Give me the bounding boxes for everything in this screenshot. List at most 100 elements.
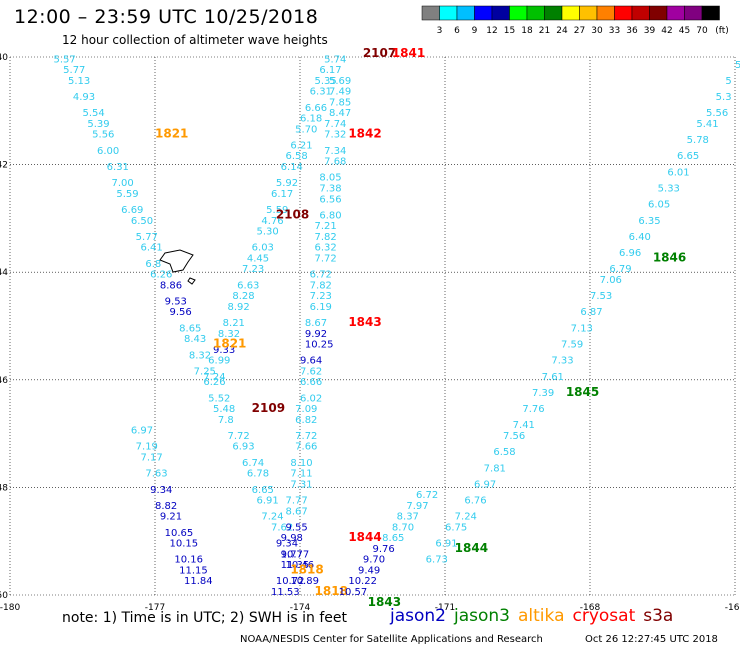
swh-data-point: 9.92	[305, 329, 327, 340]
colorbar-tick-label: 9	[472, 26, 478, 36]
island-outline	[187, 277, 196, 285]
swh-data-point: 8.67	[286, 506, 308, 517]
swh-data-point: 6.79	[609, 264, 631, 275]
swh-data-point: 7.23	[242, 264, 264, 275]
swh-data-point: 8.65	[179, 323, 201, 334]
swh-data-point: 6.8	[145, 259, 161, 270]
swh-data-point: 9.49	[358, 565, 380, 576]
swh-data-point: 7.39	[532, 388, 554, 399]
swh-data-point: 7.41	[513, 420, 535, 431]
colorbar-tick-label: 45	[679, 26, 690, 36]
swh-data-point: 9.70	[363, 555, 385, 566]
swh-data-point: 5	[735, 60, 740, 71]
swh-data-point: 8.70	[392, 522, 414, 533]
swh-data-point: 5.33	[658, 184, 680, 195]
swh-data-point: 5.39	[87, 119, 109, 130]
swh-data-point: 5.54	[83, 108, 105, 119]
swh-data-point: 6.35	[638, 216, 660, 227]
swh-data-point: 7.49	[329, 87, 351, 98]
swh-data-point: 6.93	[232, 442, 254, 453]
swh-data-point: 5	[725, 76, 731, 87]
colorbar-tick-label: 27	[574, 26, 585, 36]
legend-entry-altika: altika	[518, 606, 565, 626]
swh-data-point: 6.17	[319, 65, 341, 76]
swh-data-point: 8.86	[160, 280, 182, 291]
swh-data-point: 7.09	[295, 404, 317, 415]
swh-data-point: 7.32	[324, 130, 346, 141]
swh-data-point: 6.69	[121, 205, 143, 216]
chart-title: 12:00 – 23:59 UTC 10/25/2018	[14, 6, 319, 28]
swh-data-point: 6.96	[619, 248, 641, 259]
swh-data-point: 8.47	[329, 108, 351, 119]
swh-data-point: 8.05	[319, 173, 341, 184]
legend-entry-s3a: s3a	[643, 606, 674, 626]
island-outline	[159, 249, 194, 273]
swh-data-point: 9.77	[281, 549, 303, 560]
swh-data-point: 7.59	[561, 340, 583, 351]
swh-data-point: 10.57	[339, 587, 368, 598]
swh-data-point: 7.19	[136, 442, 158, 453]
swh-data-point: 10.65	[165, 528, 194, 539]
swh-data-point: 6.02	[300, 393, 322, 404]
swh-data-point: 6.21	[290, 140, 312, 151]
swh-data-point: 6.97	[474, 479, 496, 490]
colorbar-tick-label: 42	[661, 26, 672, 36]
swh-data-point: 5.41	[696, 119, 718, 130]
swh-data-point: 8.32	[218, 329, 240, 340]
swh-data-point: 6.58	[286, 151, 308, 162]
swh-data-point: 9.53	[165, 296, 187, 307]
swh-data-point: 7.97	[406, 501, 428, 512]
pass-time-label: 1843	[348, 315, 381, 329]
swh-data-point: 7.24	[455, 512, 477, 523]
y-tick-label: -40	[0, 53, 8, 63]
swh-data-point: 8.65	[382, 533, 404, 544]
swh-data-point: 9.34	[150, 485, 172, 496]
swh-data-point: 6.72	[416, 490, 438, 501]
swh-data-point: 7.62	[300, 366, 322, 377]
legend-entry-cryosat: cryosat	[572, 606, 636, 626]
swh-data-point: 7.33	[551, 356, 573, 367]
swh-data-point: 7.17	[141, 453, 163, 464]
swh-data-point: 6.66	[300, 377, 322, 388]
colorbar-tick-label: 15	[504, 26, 515, 36]
swh-data-point: 8.43	[184, 334, 206, 345]
pass-time-label: 1821	[155, 127, 188, 141]
x-tick-label: -177	[145, 603, 165, 613]
x-tick-label: -174	[290, 603, 311, 613]
swh-data-point: 8.92	[228, 302, 250, 313]
swh-data-point: 6.26	[150, 270, 172, 281]
swh-data-point: 6.87	[580, 307, 602, 318]
swh-data-point: 7.25	[194, 366, 216, 377]
y-tick-label: -44	[0, 268, 8, 278]
swh-data-point: 6.40	[629, 232, 651, 243]
pass-time-label: 1843	[368, 595, 401, 609]
swh-data-point: 10.16	[174, 555, 203, 566]
colorbar-tick-label: 24	[556, 26, 568, 36]
swh-data-point: 7.23	[310, 291, 332, 302]
pass-time-label: 1821	[213, 337, 246, 351]
swh-data-point: 7.63	[145, 469, 167, 480]
swh-data-point: 7.76	[522, 404, 544, 415]
swh-data-point: 8.67	[305, 318, 327, 329]
swh-data-point: 11.35	[281, 560, 310, 571]
swh-data-point: 6.99	[208, 356, 230, 367]
swh-data-point: 6.82	[295, 415, 317, 426]
swh-data-point: 9.55	[286, 522, 308, 533]
swh-data-point: 6.32	[315, 243, 337, 254]
colorbar-tick-label: 30	[591, 26, 603, 36]
swh-data-point: 5.56	[706, 108, 728, 119]
credit-text: NOAA/NESDIS Center for Satellite Applica…	[240, 634, 543, 645]
legend-entry-jason3: jason3	[454, 606, 510, 626]
swh-data-point: 7.81	[484, 463, 506, 474]
swh-data-point: 6.14	[281, 162, 303, 173]
swh-data-point: 6.80	[319, 210, 341, 221]
swh-data-point: 6.66	[305, 103, 327, 114]
swh-data-point: 6.78	[247, 469, 269, 480]
swh-data-point: 7.56	[503, 431, 525, 442]
y-tick-label: -46	[0, 376, 8, 386]
swh-data-point: 9.34	[276, 539, 298, 550]
swh-data-point: 4.93	[73, 92, 95, 103]
colorbar-tick-label: 12	[486, 26, 497, 36]
